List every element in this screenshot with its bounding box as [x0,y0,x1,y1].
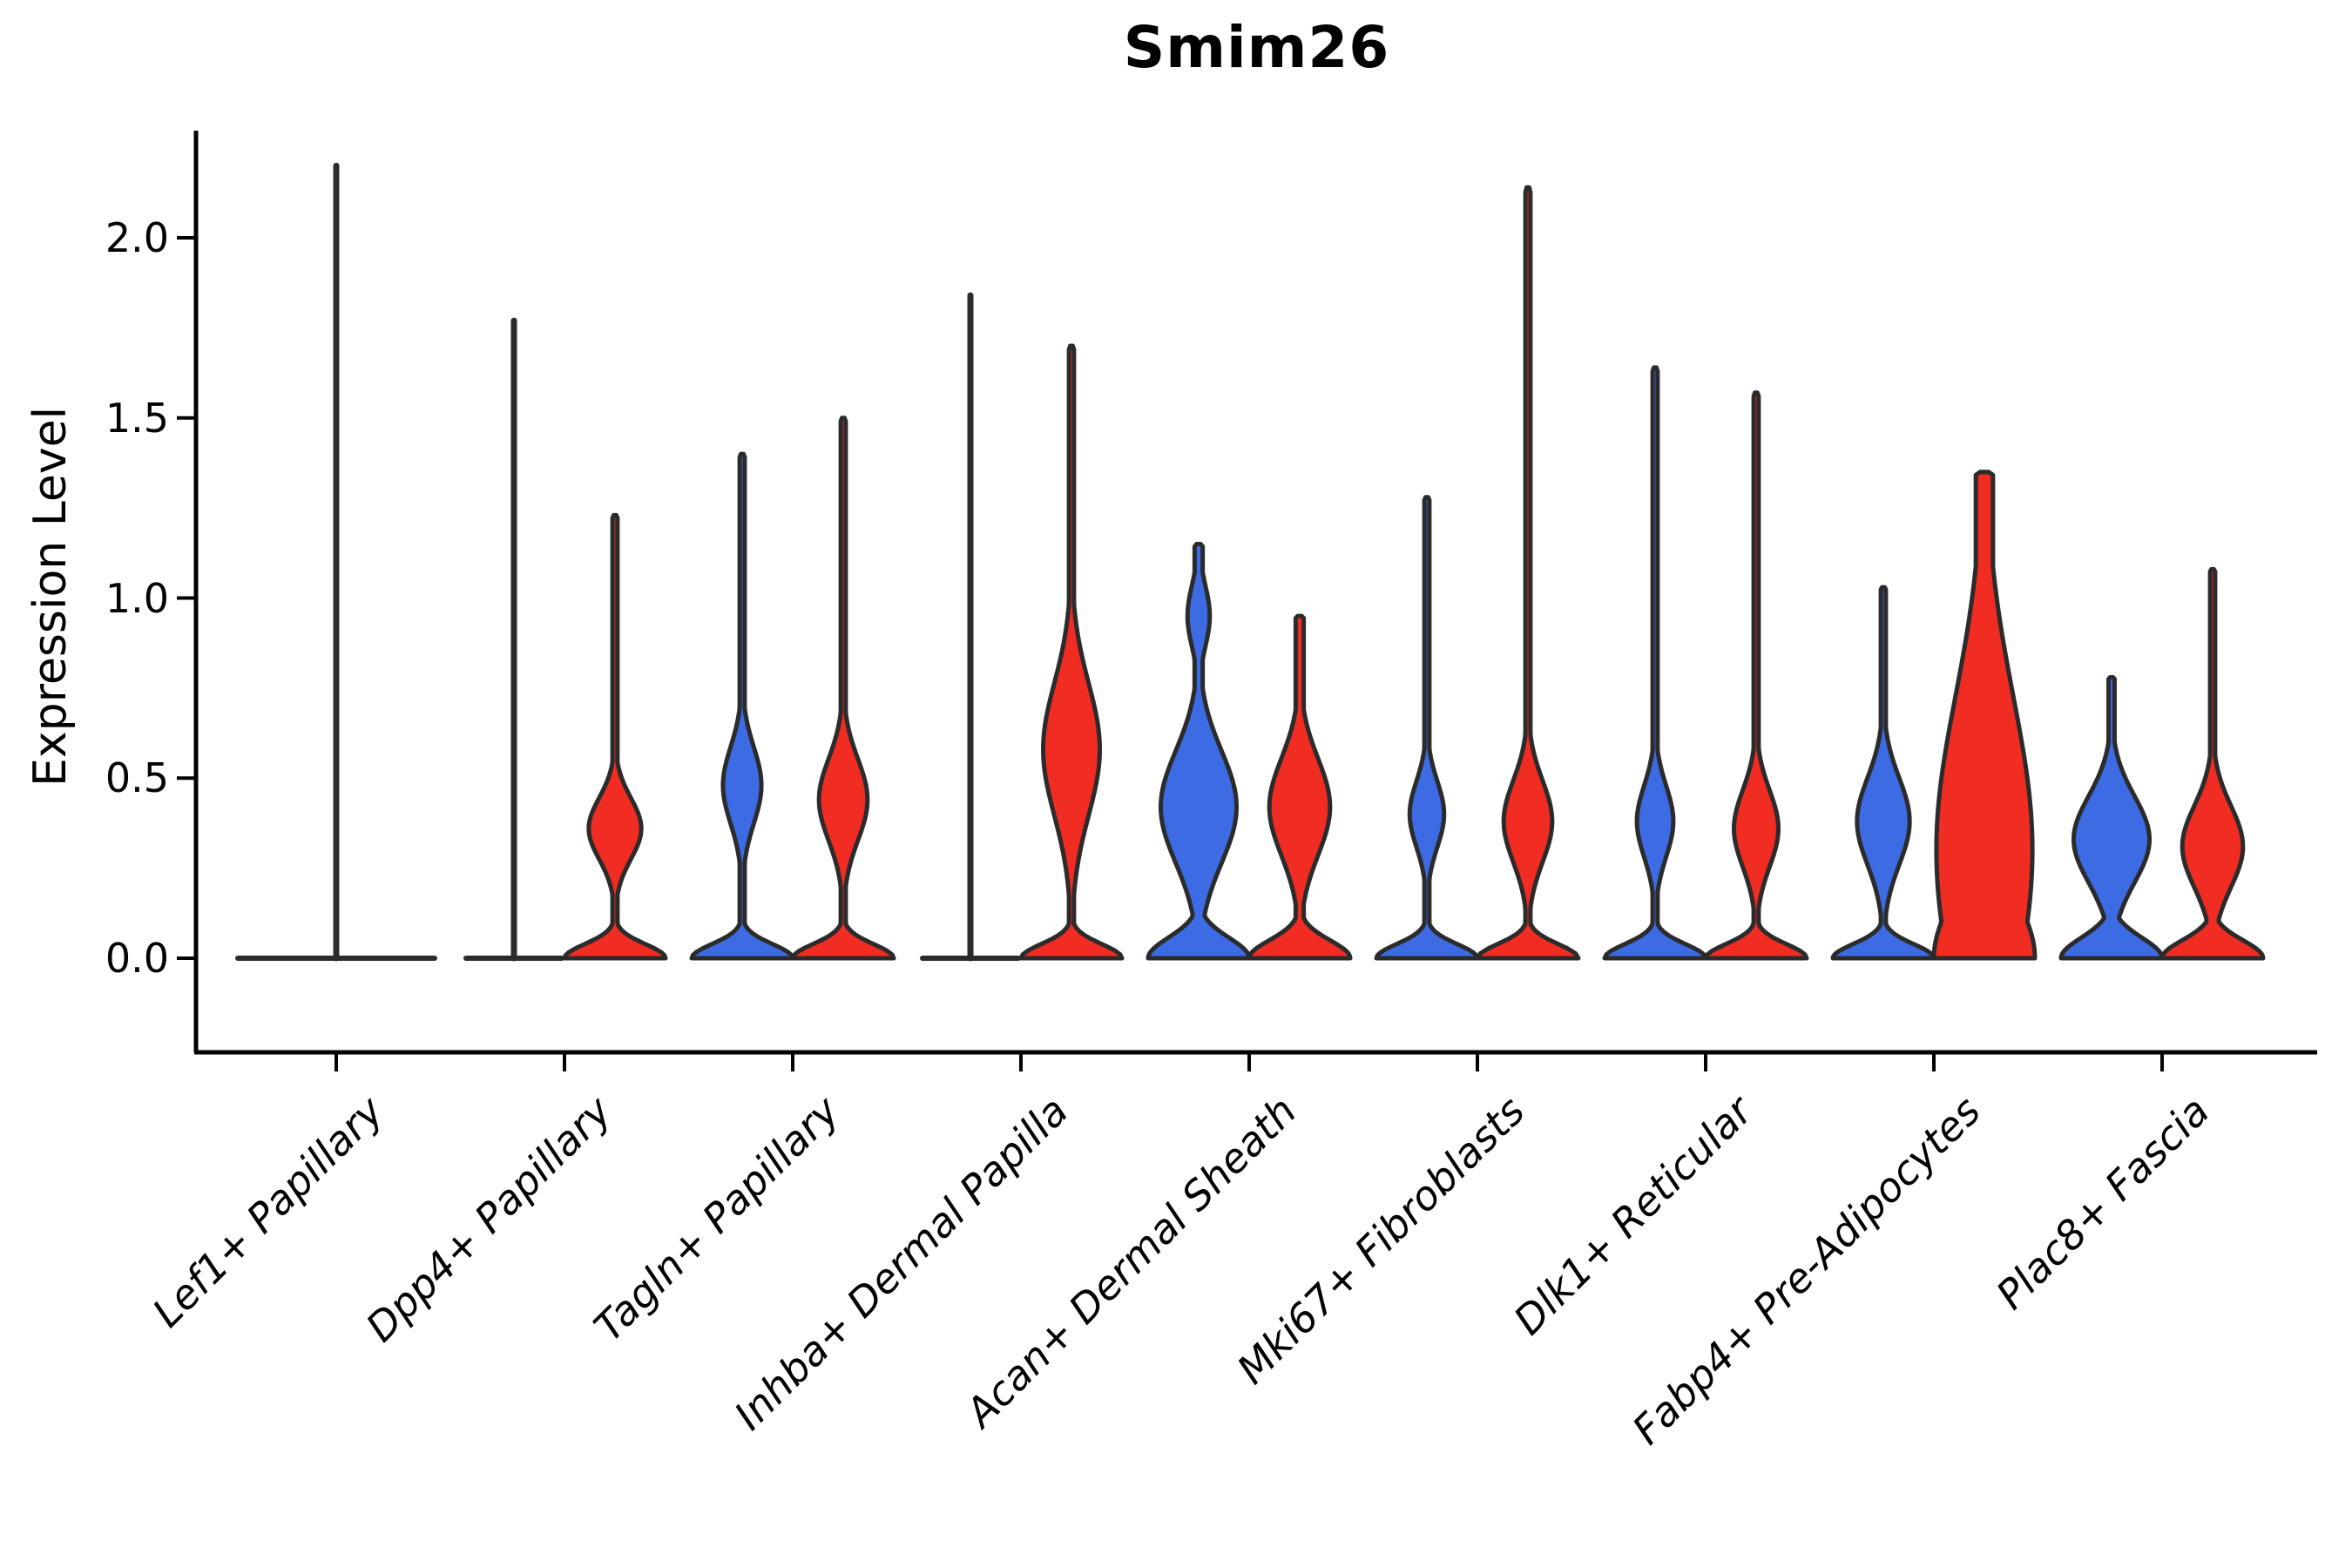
violin-acan-dermal-sheath-red [1247,613,1353,961]
violin-mki67-fibroblasts-blue [1374,495,1480,961]
violin-acan-dermal-sheath-blue [1146,541,1252,961]
violin-plac8-fascia-blue [2058,674,2165,961]
y-tick-label-1.5: 1.5 [105,394,169,442]
violin-plac8-fascia-red [2159,566,2266,961]
y-tick-label-2.0: 2.0 [105,214,169,261]
violin-tagln-papillary-blue [689,451,795,961]
violin-mki67-fibroblasts-red [1475,185,1581,961]
y-tick-label-0.5: 0.5 [105,754,169,802]
violin-dpp4-papillary-red [562,512,668,961]
violin-dlk1-reticular-red [1703,390,1809,961]
y-tick-label-1.0: 1.0 [105,574,169,622]
violin-dlk1-reticular-blue [1602,365,1708,961]
violin-fabp4-pre-adipocytes-blue [1830,585,1936,961]
violin-fabp4-pre-adipocytes-red [1931,470,2038,961]
plot-title: Smim26 [1123,14,1390,81]
y-tick-label-0.0: 0.0 [105,935,169,982]
violin-tagln-papillary-red [790,416,896,961]
violin-inhba-dermal-papilla-red [1018,343,1125,961]
